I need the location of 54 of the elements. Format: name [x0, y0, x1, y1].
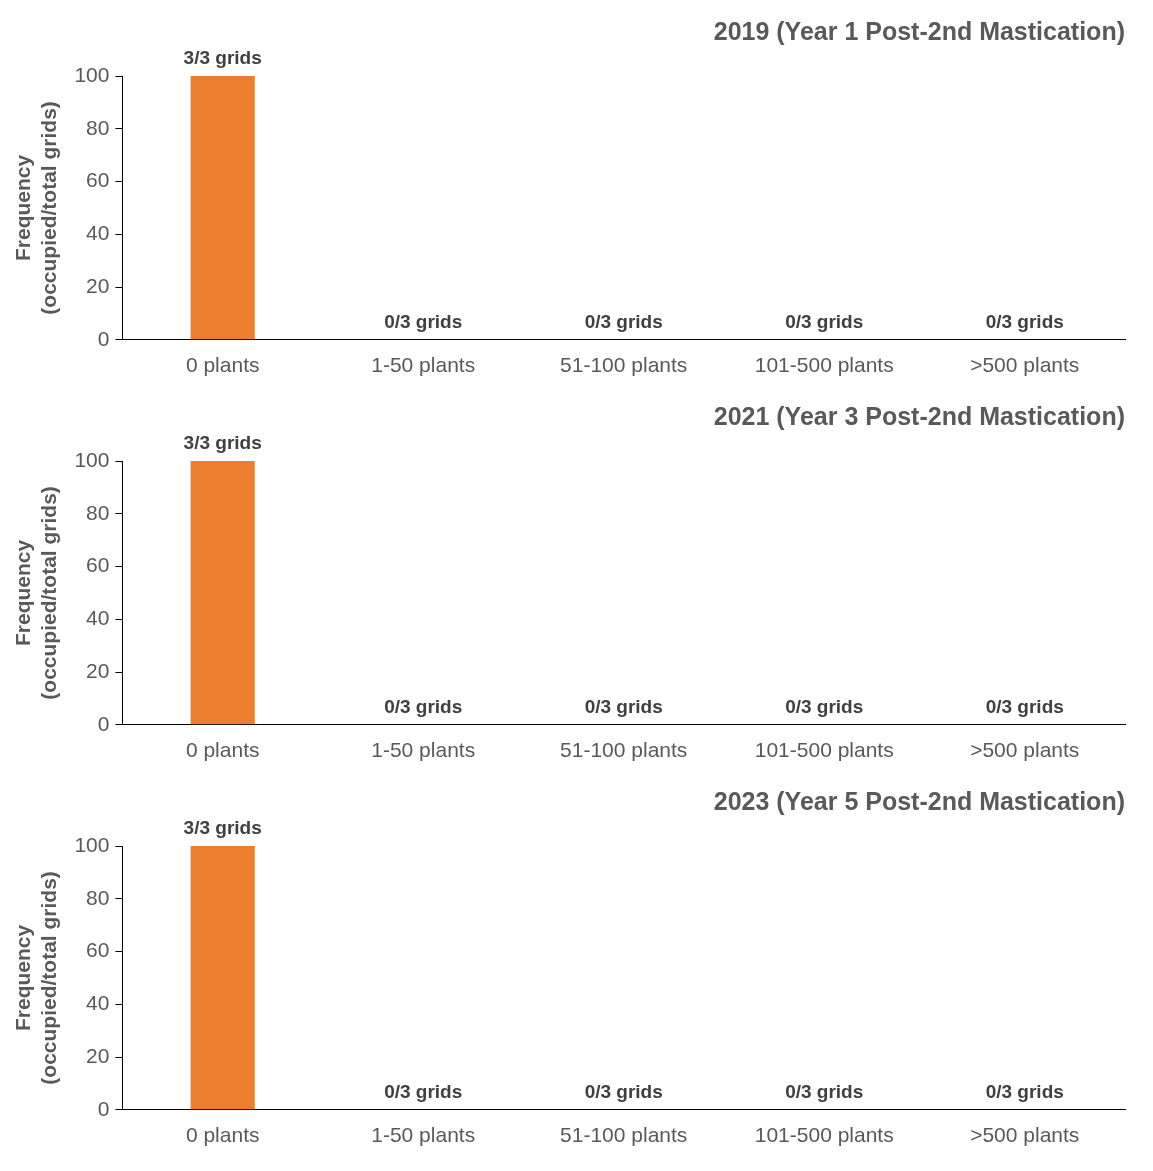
data-label: 0/3 grids	[785, 1080, 864, 1102]
x-tick-label: 51-100 plants	[560, 738, 688, 762]
x-tick-label: 101-500 plants	[754, 353, 894, 377]
data-label: 3/3 grids	[183, 816, 262, 838]
data-label: 0/3 grids	[384, 310, 463, 332]
data-label: 0/3 grids	[384, 1080, 463, 1102]
y-tick-label: 100	[74, 832, 110, 856]
chart-title: 2019 (Year 1 Post-2nd Mastication)	[713, 16, 1125, 45]
y-tick-label: 0	[97, 326, 110, 350]
x-tick-label: 0 plants	[185, 738, 260, 762]
y-tick-label: 100	[74, 62, 110, 86]
data-label: 0/3 grids	[985, 310, 1064, 332]
y-tick-label: 20	[86, 658, 110, 682]
data-label: 0/3 grids	[584, 695, 663, 717]
data-label: 3/3 grids	[183, 46, 262, 68]
y-tick-label: 100	[74, 447, 110, 471]
x-tick-label: 1-50 plants	[371, 738, 476, 762]
x-tick-label: >500 plants	[970, 1123, 1080, 1147]
y-tick-label: 40	[86, 606, 110, 630]
x-tick-label: 0 plants	[185, 1123, 260, 1147]
data-label: 0/3 grids	[785, 310, 864, 332]
data-label: 0/3 grids	[985, 695, 1064, 717]
y-tick-label: 40	[86, 991, 110, 1015]
y-tick-label: 60	[86, 168, 110, 192]
y-axis-title: Frequency (occupied/total grids)	[11, 486, 60, 700]
y-tick-label: 80	[86, 500, 110, 524]
y-tick-label: 60	[86, 938, 110, 962]
y-tick-label: 0	[97, 711, 110, 735]
x-tick-label: 1-50 plants	[371, 1123, 476, 1147]
x-tick-label: 1-50 plants	[371, 353, 476, 377]
y-tick-label: 20	[86, 273, 110, 297]
x-tick-label: 101-500 plants	[754, 1123, 894, 1147]
y-axis-title: Frequency (occupied/total grids)	[11, 871, 60, 1085]
x-tick-label: 51-100 plants	[560, 1123, 688, 1147]
x-tick-label: >500 plants	[970, 738, 1080, 762]
y-tick-label: 60	[86, 553, 110, 577]
x-tick-label: >500 plants	[970, 353, 1080, 377]
chart-title: 2021 (Year 3 Post-2nd Mastication)	[713, 401, 1125, 430]
data-label: 0/3 grids	[384, 695, 463, 717]
data-label: 0/3 grids	[584, 310, 663, 332]
data-label: 3/3 grids	[183, 431, 262, 453]
y-tick-label: 80	[86, 115, 110, 139]
y-tick-label: 0	[97, 1096, 110, 1120]
data-label: 0/3 grids	[785, 695, 864, 717]
y-tick-label: 20	[86, 1043, 110, 1067]
y-tick-label: 40	[86, 221, 110, 245]
data-label: 0/3 grids	[584, 1080, 663, 1102]
data-label: 0/3 grids	[985, 1080, 1064, 1102]
y-tick-label: 80	[86, 885, 110, 909]
x-tick-label: 101-500 plants	[754, 738, 894, 762]
x-tick-label: 0 plants	[185, 353, 260, 377]
y-axis-title: Frequency (occupied/total grids)	[11, 101, 60, 315]
chart-title: 2023 (Year 5 Post-2nd Mastication)	[713, 786, 1125, 815]
x-tick-label: 51-100 plants	[560, 353, 688, 377]
